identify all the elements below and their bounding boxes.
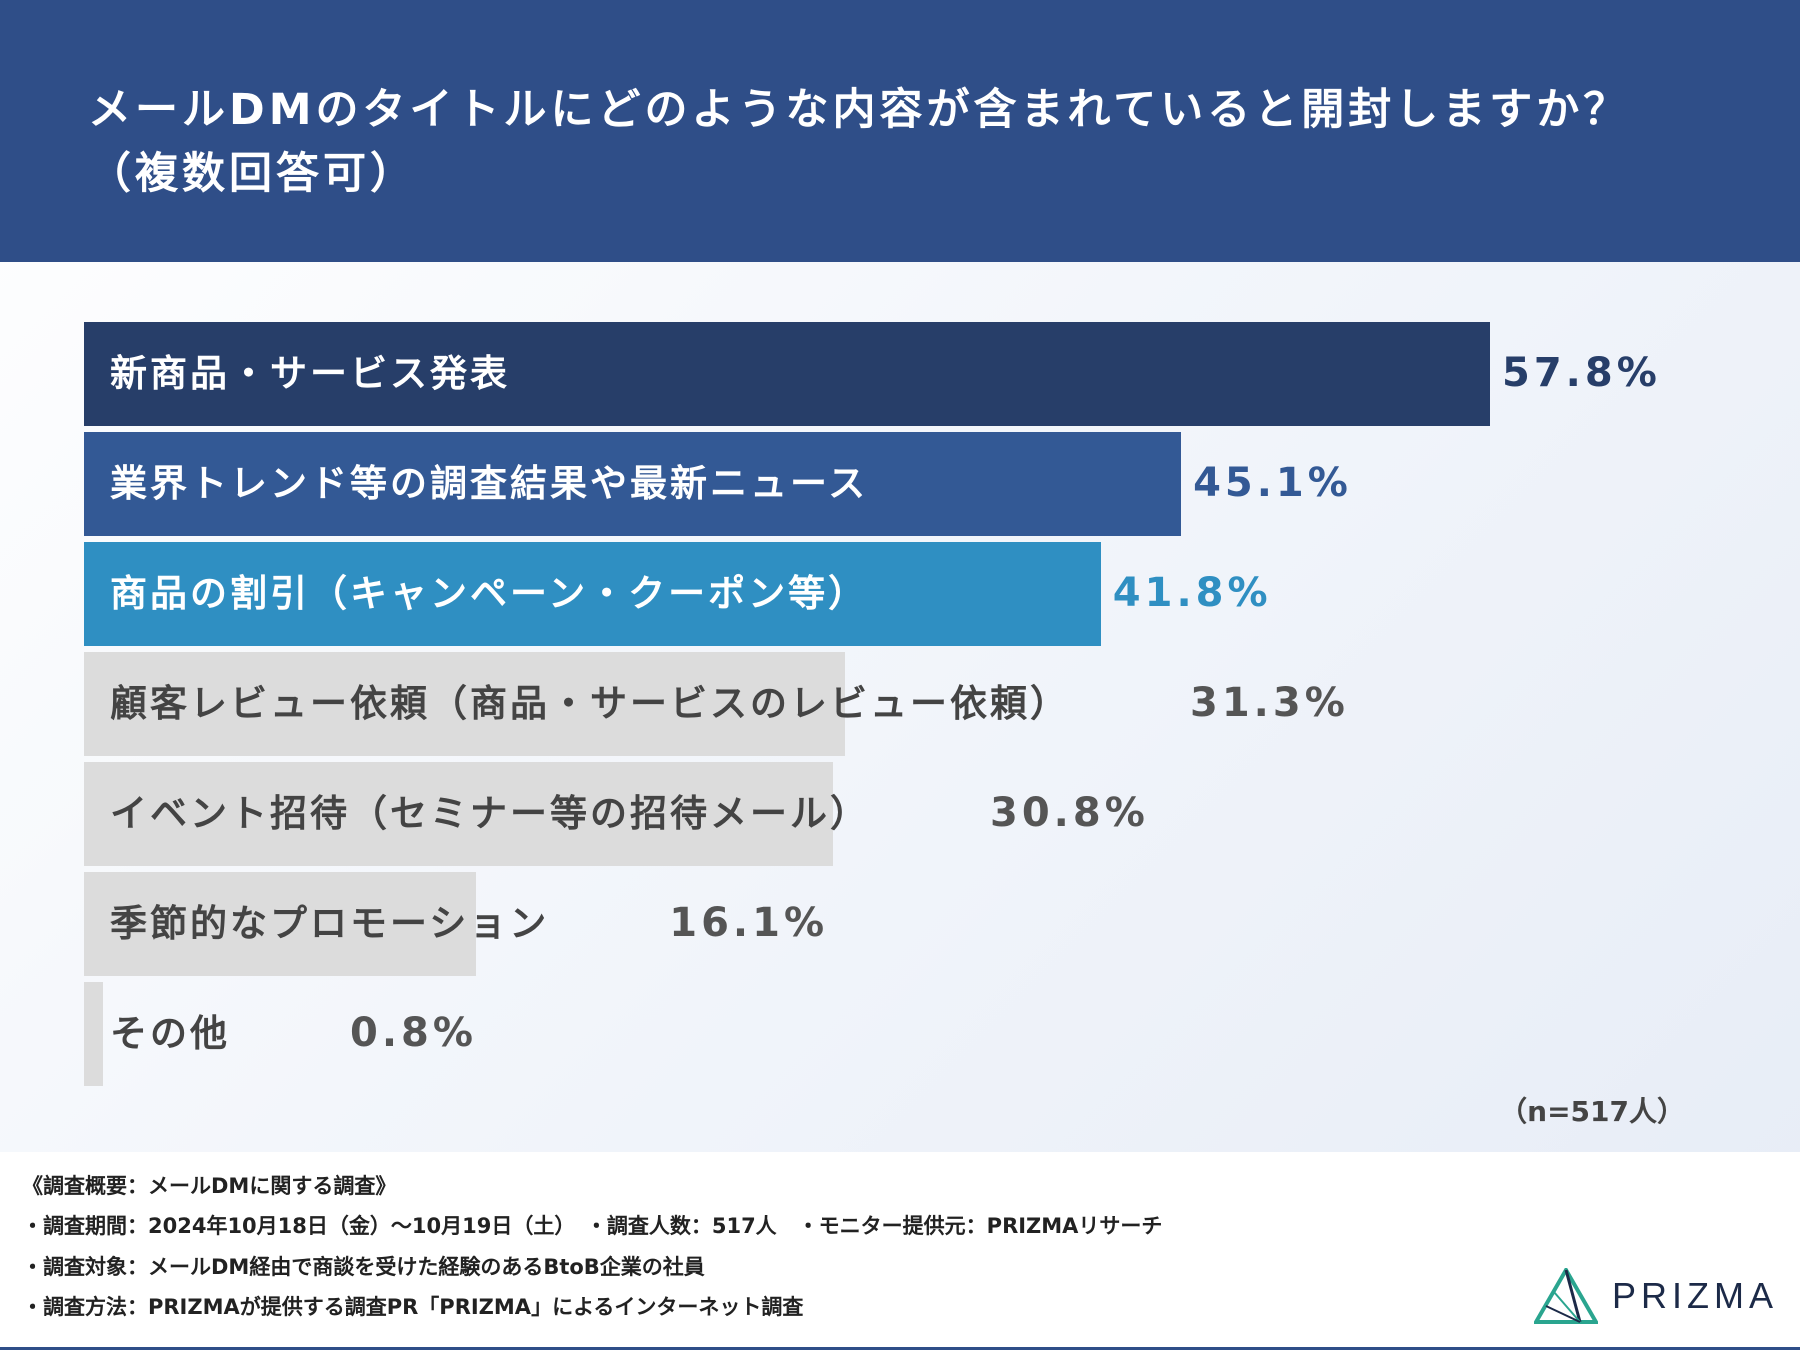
prizma-logo-text: PRIZMA (1611, 1275, 1778, 1316)
survey-period: ・調査期間：2024年10月18日（金）～10月19日（土） ・調査人数：517… (22, 1214, 1163, 1238)
chart-title-line2: （複数回答可） (88, 149, 417, 199)
survey-summary: 《調査概要：メールDMに関する調査》 (22, 1174, 397, 1198)
bar-label-3: 商品の割引（キャンペーン・クーポン等） (110, 572, 869, 615)
bar-4 (84, 652, 846, 756)
bar-label-4: 顧客レビュー依頼（商品・サービスのレビュー依頼） (110, 682, 1070, 725)
survey-target: ・調査対象：メールDM経由で商談を受けた経験のあるBtoB企業の社員 (22, 1255, 705, 1279)
bar-value-1: 57.8% (1502, 350, 1661, 396)
bar-value-3: 41.8% (1112, 570, 1272, 616)
bar-value-5: 30.8% (990, 790, 1149, 836)
bar-7 (84, 982, 104, 1086)
bar-label-5: イベント招待（セミナー等の招待メール） (110, 792, 870, 835)
sample-size-note: （n=517人） (1499, 1095, 1685, 1128)
bar-value-6: 16.1% (669, 900, 829, 946)
bar-chart: 新商品・サービス発表 57.8% 業界トレンド等の調査結果や最新ニュース 45.1% 商… (0, 262, 1800, 1152)
survey-method: ・調査方法：PRIZMAが提供する調査PR「PRIZMA」によるインターネット調… (22, 1295, 804, 1319)
bar-1 (84, 322, 1490, 426)
bar-label-6: 季節的なプロモーション (110, 902, 550, 945)
bar-value-7: 0.8% (350, 1010, 477, 1056)
footer-rule (0, 1347, 1800, 1350)
bar-5 (84, 762, 834, 866)
bar-label-7: その他 (110, 1012, 230, 1055)
bar-label-1: 新商品・サービス発表 (110, 352, 510, 395)
prizma-logo-icon (1533, 1268, 1598, 1324)
bar-2 (84, 432, 1182, 536)
chart-title-line1: メールDMのタイトルにどのような内容が含まれていると開封しますか？ (88, 85, 1631, 135)
bar-value-4: 31.3% (1190, 680, 1349, 726)
bar-label-2: 業界トレンド等の調査結果や最新ニュース (110, 462, 869, 505)
bar-value-2: 45.1% (1193, 460, 1352, 506)
bar-3 (84, 542, 1101, 646)
prizma-logo: PRIZMA (1533, 1268, 1778, 1324)
survey-footer: 《調査概要：メールDMに関する調査》 ・調査期間：2024年10月18日（金）～… (0, 1152, 1800, 1350)
header-banner: メールDMのタイトルにどのような内容が含まれていると開封しますか？ （複数回答可… (0, 0, 1800, 262)
bar-6 (84, 872, 476, 976)
